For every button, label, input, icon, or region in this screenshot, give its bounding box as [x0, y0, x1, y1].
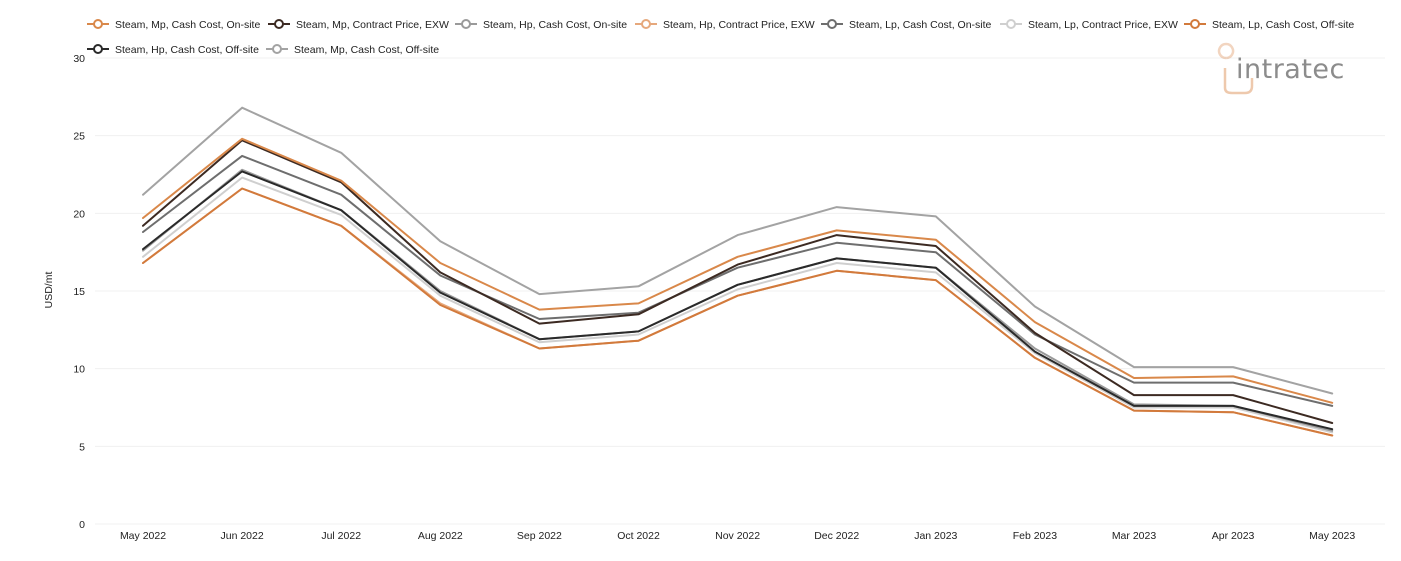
legend-marker-icon	[274, 19, 284, 29]
series-line	[142, 170, 1334, 431]
x-tick-label: May 2023	[1309, 530, 1355, 542]
legend-marker-icon	[272, 44, 282, 54]
legend-marker-icon	[1006, 19, 1016, 29]
intratec-logo: intratec	[1217, 42, 1345, 95]
y-tick-label: 0	[79, 519, 85, 531]
x-tick-label: Jul 2022	[321, 530, 361, 542]
logo-mark-icon	[1217, 42, 1254, 95]
series-line	[142, 106, 1334, 395]
legend-marker-icon	[461, 19, 471, 29]
legend-item[interactable]: Steam, Hp, Contract Price, EXW	[635, 19, 815, 31]
series-line	[142, 176, 1334, 434]
legend-label: Steam, Lp, Contract Price, EXW	[1028, 19, 1178, 31]
series-line	[142, 154, 1334, 407]
legend-item[interactable]: Steam, Mp, Cash Cost, Off-site	[266, 44, 439, 56]
x-tick-label: Dec 2022	[814, 530, 859, 542]
x-tick-label: Sep 2022	[517, 530, 562, 542]
series-line	[142, 137, 1334, 404]
legend-item[interactable]: Steam, Mp, Contract Price, EXW	[268, 19, 449, 31]
y-axis: USD/mt 0 5 10 15 20 25 30	[43, 53, 85, 531]
legend-label: Steam, Lp, Cash Cost, On-site	[849, 19, 992, 31]
legend-marker-icon	[827, 19, 837, 29]
legend-item[interactable]: Steam, Lp, Cash Cost, Off-site	[1184, 19, 1354, 31]
legend-label: Steam, Mp, Contract Price, EXW	[296, 19, 449, 31]
legend-marker-icon	[641, 19, 651, 29]
series-line	[142, 168, 1334, 432]
series-lines	[142, 106, 1334, 437]
legend-label: Steam, Lp, Cash Cost, Off-site	[1212, 19, 1354, 31]
y-tick-label: 5	[79, 441, 85, 453]
y-tick-label: 25	[73, 131, 85, 143]
legend-label: Steam, Mp, Cash Cost, Off-site	[294, 44, 439, 56]
series-line	[142, 187, 1334, 437]
legend-marker-icon	[93, 19, 103, 29]
x-tick-label: Feb 2023	[1013, 530, 1058, 542]
x-axis: May 2022 Jun 2022 Jul 2022 Aug 2022 Sep 2022…	[120, 530, 1355, 542]
legend-item[interactable]: Steam, Lp, Cash Cost, On-site	[821, 19, 992, 31]
series-line	[142, 139, 1334, 424]
legend-label: Steam, Hp, Cash Cost, On-site	[483, 19, 627, 31]
x-tick-label: Apr 2023	[1212, 530, 1255, 542]
y-tick-label: 30	[73, 53, 85, 65]
legend-marker-icon	[1190, 19, 1200, 29]
y-tick-label: 15	[73, 286, 85, 298]
legend-label: Steam, Hp, Contract Price, EXW	[663, 19, 815, 31]
logo-text: intratec	[1236, 54, 1345, 85]
y-tick-label: 10	[73, 364, 85, 376]
y-tick-label: 20	[73, 208, 85, 220]
x-tick-label: Oct 2022	[617, 530, 660, 542]
x-tick-label: Aug 2022	[418, 530, 463, 542]
legend-label: Steam, Mp, Cash Cost, On-site	[115, 19, 260, 31]
legend-item[interactable]: Steam, Hp, Cash Cost, Off-site	[87, 44, 259, 56]
legend-label: Steam, Hp, Cash Cost, Off-site	[115, 44, 259, 56]
y-axis-label: USD/mt	[43, 272, 55, 309]
x-tick-label: Jan 2023	[914, 530, 957, 542]
x-tick-label: May 2022	[120, 530, 166, 542]
legend-item[interactable]: Steam, Mp, Cash Cost, On-site	[87, 19, 260, 31]
x-tick-label: Mar 2023	[1112, 530, 1157, 542]
legend-marker-icon	[93, 44, 103, 54]
x-tick-label: Jun 2022	[220, 530, 263, 542]
legend-item[interactable]: Steam, Lp, Contract Price, EXW	[1000, 19, 1178, 31]
legend: Steam, Mp, Cash Cost, On-site Steam, Mp, …	[87, 19, 1354, 56]
legend-item[interactable]: Steam, Hp, Cash Cost, On-site	[455, 19, 627, 31]
series-line	[142, 187, 1334, 437]
x-tick-label: Nov 2022	[715, 530, 760, 542]
